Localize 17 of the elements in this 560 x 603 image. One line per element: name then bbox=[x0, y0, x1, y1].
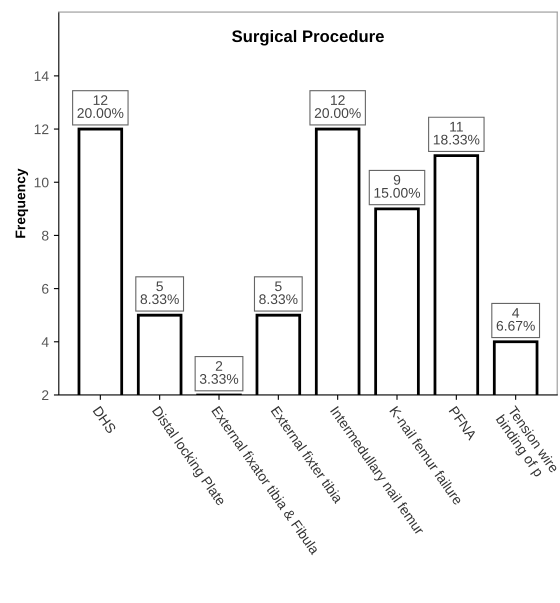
y-tick-label: 6 bbox=[42, 284, 48, 294]
text: Surgical Procedure bbox=[232, 30, 384, 46]
y-tick-label: 4 bbox=[42, 337, 49, 347]
data-label: 9 15.00% bbox=[374, 174, 420, 198]
data-label: 4 6.67% bbox=[496, 308, 535, 331]
y-tick-label: 14 bbox=[34, 71, 49, 81]
data-label: 5 8.33% bbox=[259, 281, 298, 304]
y-tick-label: 2 bbox=[42, 390, 48, 400]
data-label: 11 18.33% bbox=[434, 122, 480, 145]
y-tick-label: 12 bbox=[34, 124, 48, 134]
data-label: 12 20.00% bbox=[314, 95, 361, 118]
y-tick-label: 8 bbox=[42, 230, 48, 241]
data-label: 12 20.00% bbox=[77, 95, 124, 118]
y-axis-title: Frequency bbox=[16, 168, 28, 238]
data-label: 2 3.33% bbox=[200, 361, 238, 384]
y-tick-label: 10 bbox=[34, 178, 49, 188]
data-label: 5 8.33% bbox=[140, 281, 179, 304]
